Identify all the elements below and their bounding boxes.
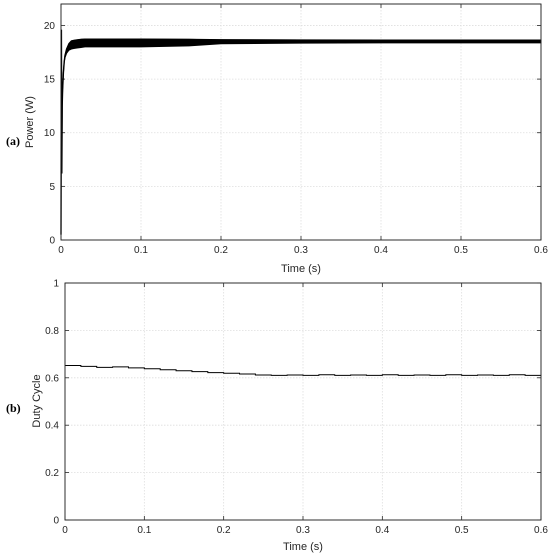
panel-b-y-tick-label: 0 xyxy=(53,516,59,527)
panel-b-x-tick-label: 0.2 xyxy=(217,525,231,536)
panel-a-x-tick-label: 0.3 xyxy=(294,245,308,256)
panel-a-y-tick-label: 20 xyxy=(44,21,56,32)
panel-b-y-axis-label: Duty Cycle xyxy=(31,374,43,427)
panel-b-y-tick-label: 0.6 xyxy=(45,373,59,384)
panel-b-duty-cycle-line xyxy=(65,364,542,376)
panel-b-x-tick-label: 0.3 xyxy=(296,525,310,536)
panel-a-power-line xyxy=(60,29,541,235)
panel-a-x-tick-label: 0 xyxy=(58,245,64,256)
panel-b-x-tick-label: 0.1 xyxy=(137,525,151,536)
panel-b-duty-cycle-chart: (b) 0 0.1 0.2 0.3 0.4 0.5 0.6 0 0.2 0.4 0.6 0.8 1 Ti… xyxy=(6,279,548,554)
panel-a-y-tick-label: 5 xyxy=(49,182,55,193)
panel-a-x-axis-label: Time (s) xyxy=(281,263,321,275)
panel-a-x-tick-label: 0.5 xyxy=(454,245,468,256)
panel-b-plot xyxy=(64,282,542,521)
panel-a-ticks: 0 0.1 0.2 0.3 0.4 0.5 0.6 0 5 10 15 20 xyxy=(44,4,548,256)
panel-a-plot xyxy=(60,3,542,241)
panel-a-label: (a) xyxy=(6,134,20,148)
panel-a-x-tick-label: 0.6 xyxy=(534,245,548,256)
panel-b-x-tick-label: 0.6 xyxy=(534,525,548,536)
panel-a-x-tick-label: 0.1 xyxy=(134,245,148,256)
panel-b-grid xyxy=(64,282,542,521)
panel-a-y-tick-label: 10 xyxy=(44,128,56,139)
panel-b-y-tick-label: 1 xyxy=(53,279,59,290)
panel-b-x-axis-label: Time (s) xyxy=(283,541,323,553)
panel-b-x-tick-label: 0.4 xyxy=(375,525,389,536)
panel-a-axes-box xyxy=(60,3,542,241)
panel-b-y-tick-label: 0.4 xyxy=(45,421,59,432)
panel-a-y-tick-label: 0 xyxy=(49,236,55,247)
panel-b-y-tick-label: 0.8 xyxy=(45,326,59,337)
panel-a-y-tick-label: 15 xyxy=(44,75,56,86)
panel-b-x-tick-label: 0.5 xyxy=(455,525,469,536)
panel-a-x-tick-label: 0.4 xyxy=(374,245,388,256)
panel-b-y-tick-label: 0.2 xyxy=(45,468,59,479)
panel-a-y-axis-label: Power (W) xyxy=(24,96,36,148)
panel-b-x-tick-label: 0 xyxy=(62,525,68,536)
panel-b-label: (b) xyxy=(6,401,21,415)
panel-a-x-tick-label: 0.2 xyxy=(214,245,228,256)
panel-a-power-chart: (a) 0 0.1 0.2 0.3 0.4 0.5 0.6 0 5 10 15 20 Time (s)… xyxy=(6,3,548,275)
panel-b-axes-box xyxy=(64,282,542,521)
panel-b-ticks: 0 0.1 0.2 0.3 0.4 0.5 0.6 0 0.2 0.4 0.6 0.8 1 xyxy=(45,279,548,537)
